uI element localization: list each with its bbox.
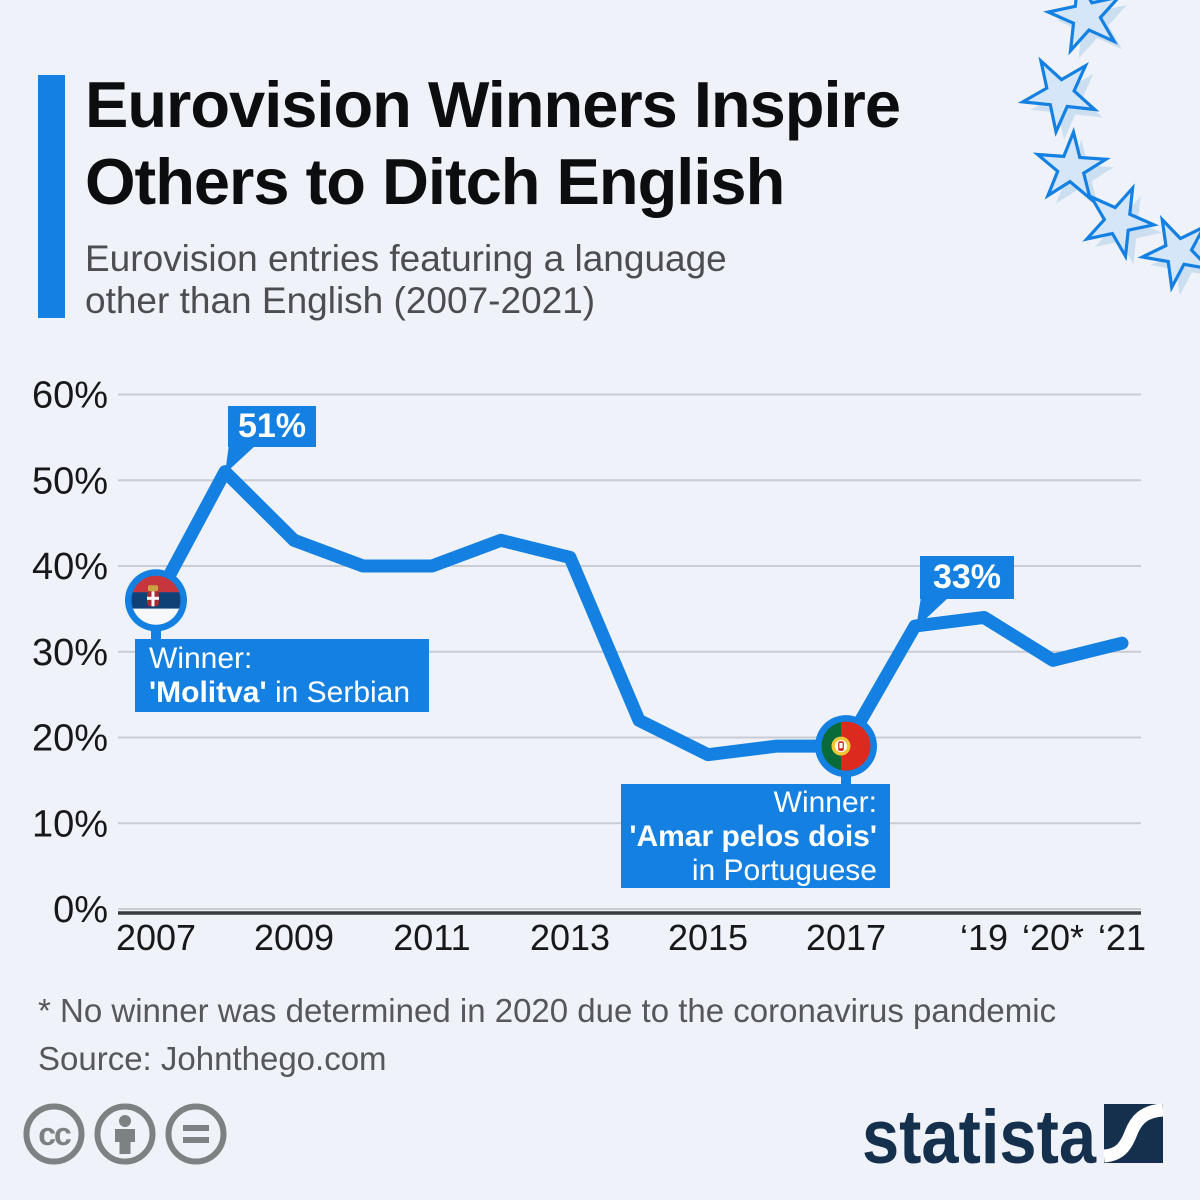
license-icons: cc [23,1103,227,1165]
y-axis-tick-label: 60% [32,375,108,417]
y-axis-tick-label: 20% [32,718,108,760]
cc-icon: cc [23,1103,85,1165]
y-axis-tick-label: 10% [32,803,108,845]
x-axis-tick-label: 2009 [254,917,334,958]
trend-line [149,465,1129,762]
y-axis-tick-label: 0% [53,889,108,931]
subtitle-line-1: Eurovision entries featuring a language [85,238,727,279]
x-axis-tick-label: 2017 [806,917,886,958]
star-icon [1082,183,1159,262]
serbia-flag [125,569,187,632]
winner-2017-song: 'Amar pelos dois' [629,820,877,853]
chart-subtitle: Eurovision entries featuring a language … [85,238,727,322]
winner-2017-language: in Portuguese [691,854,877,887]
attribution-icon [94,1103,156,1165]
title-line-1: Eurovision Winners Inspire [85,68,901,141]
eu-stars-decoration [1017,0,1200,296]
statista-wordmark: statista [862,1095,1097,1180]
y-axis-tick-label: 30% [32,632,108,674]
page-title: Eurovision Winners Inspire Others to Dit… [85,66,901,220]
subtitle-line-2: other than English (2007-2021) [85,280,596,321]
x-axis-tick-label: 2015 [668,917,748,958]
winner-2007-song: 'Molitva' [149,676,267,709]
x-axis-tick-label: 2013 [530,917,610,958]
portugal-flag [815,715,877,778]
x-axis-tick-label: ‘19 [960,917,1008,958]
recovery-value-callout: 33% [920,556,1014,599]
star-icon [1017,56,1100,137]
winner-2017-intro: Winner: [773,786,877,819]
star-icon [1032,126,1111,203]
winner-2017-annotation: Winner: 'Amar pelos dois' in Portuguese [621,784,890,888]
y-axis-tick-label: 40% [32,546,108,588]
source-credit: Source: Johnthego.com [38,1040,387,1077]
star-icon [1043,0,1119,56]
no-derivatives-icon [165,1103,227,1165]
peak-value-callout: 51% [228,406,316,447]
title-line-2: Others to Ditch English [85,145,785,218]
winner-2007-language: in Serbian [266,676,411,709]
winner-2017-song-line: 'Amar pelos dois' [621,820,877,854]
winner-2017-stem [841,770,851,786]
footnote: * No winner was determined in 2020 due t… [38,992,1057,1029]
svg-text:cc: cc [38,1116,71,1152]
star-icon [1137,214,1200,293]
statista-logo-swoosh [1103,1103,1164,1163]
x-axis-tick-label: ‘21 [1098,917,1146,958]
winner-2007-annotation: Winner: 'Molitva' in Serbian [135,639,429,712]
winner-2007-stem [151,626,161,642]
y-axis-tick-label: 50% [32,460,108,502]
x-axis-tick-label: 2011 [393,917,470,958]
statista-logo: statista [862,1095,1164,1180]
winner-2007-song-line: 'Molitva' in Serbian [149,676,429,710]
x-axis-tick-label: 2007 [116,917,196,958]
recovery-callout-tail [916,597,949,629]
peak-callout-tail [225,444,257,474]
x-axis-tick-label: ‘20* [1022,917,1084,958]
title-accent-bar [38,75,65,318]
winner-2007-intro: Winner: [149,642,253,675]
